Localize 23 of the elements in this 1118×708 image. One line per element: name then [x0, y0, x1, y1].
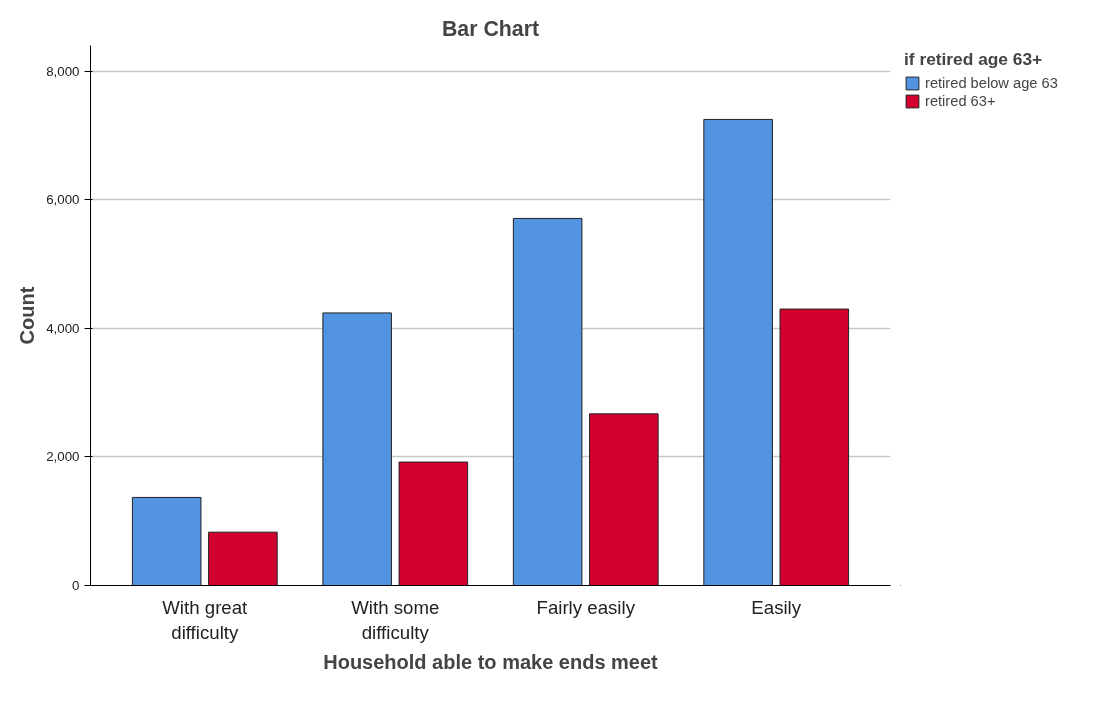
- x-axis-title: Household able to make ends meet: [323, 650, 659, 673]
- y-tick-label: 4,000: [46, 320, 80, 336]
- x-tick-label: Fairly easily: [536, 596, 636, 618]
- legend-label: retired below age 63: [925, 75, 1058, 91]
- legend-label: retired 63+: [925, 93, 996, 109]
- chart-title: Bar Chart: [441, 16, 540, 41]
- bar: [322, 312, 392, 586]
- bar: [398, 461, 469, 586]
- y-tick-label: 2,000: [46, 449, 80, 465]
- x-tick-label: With some difficulty: [351, 596, 440, 643]
- y-tick-label: 6,000: [46, 192, 80, 208]
- bar: [208, 531, 278, 586]
- y-tick-label: 0: [72, 578, 80, 593]
- y-axis-title: Count: [16, 286, 39, 345]
- bar: [131, 496, 202, 586]
- bar: [703, 118, 773, 586]
- bar: [589, 413, 659, 586]
- legend-title: if retired age 63+: [904, 49, 1044, 70]
- x-tick-label: Easily: [751, 596, 802, 618]
- x-tick-label: With great difficulty: [162, 596, 249, 643]
- y-tick-label: 8,000: [46, 63, 80, 79]
- bar: [779, 308, 850, 586]
- bar: [512, 217, 583, 586]
